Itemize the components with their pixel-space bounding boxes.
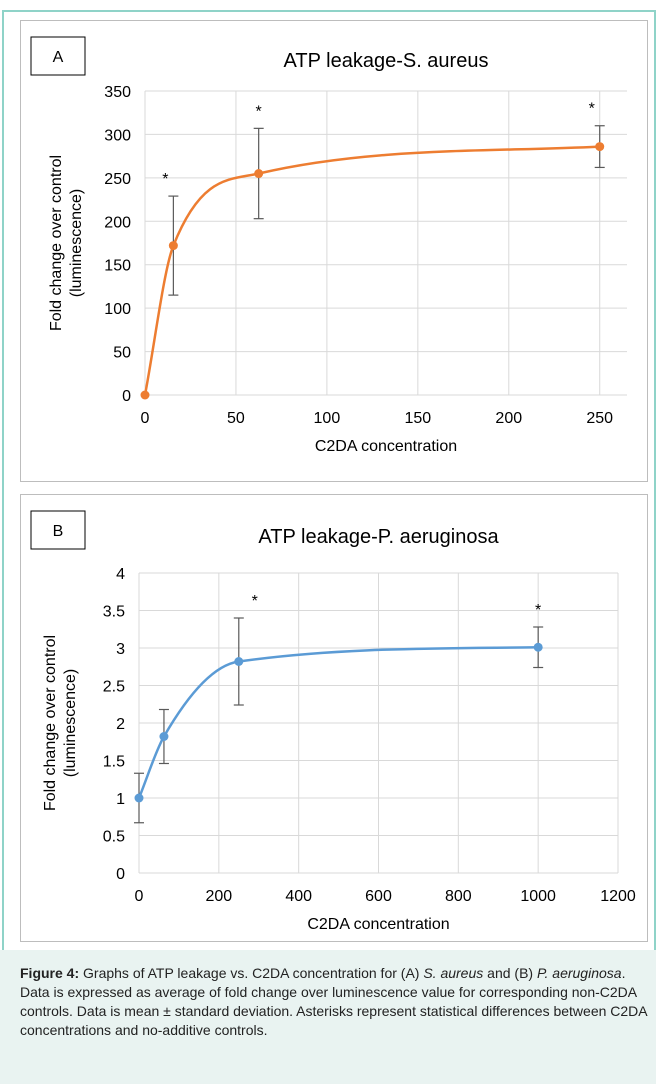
caption-text-1: Graphs of ATP leakage vs. C2DA concentra… (79, 965, 424, 981)
y-axis-label-b: Fold change over control (42, 635, 59, 811)
y-tick-label-b-1: 0.5 (103, 829, 125, 846)
x-tick-label-b-3: 600 (365, 888, 392, 905)
y-tick-label-b-7: 3.5 (103, 604, 125, 621)
y-tick-label-a-5: 250 (104, 171, 131, 188)
y-axis-label-a: Fold change over control (48, 155, 65, 331)
x-tick-label-b-2: 400 (285, 888, 312, 905)
y-tick-label-a-1: 50 (113, 345, 131, 362)
y-tick-label-b-2: 1 (116, 791, 125, 808)
significance-marker-b-3: * (535, 602, 541, 619)
data-point-b-2 (234, 657, 244, 666)
x-tick-label-a-1: 50 (227, 410, 245, 427)
figure-caption: Figure 4: Graphs of ATP leakage vs. C2DA… (20, 964, 648, 1040)
x-tick-label-a-5: 250 (586, 410, 613, 427)
x-tick-label-b-4: 800 (445, 888, 472, 905)
series-line-a-0 (143, 145, 600, 396)
data-point-b-1 (159, 732, 169, 741)
caption-italic-2: P. aeruginosa (536, 965, 622, 981)
x-tick-label-a-2: 100 (314, 410, 341, 427)
data-point-b-0 (134, 793, 144, 803)
caption-background (0, 950, 656, 1084)
chart-a-svg: A ATP leakage-S. aureus 0 50 100 150 200 250 300… (30, 36, 627, 455)
x-axis-label-b: C2DA concentration (307, 916, 449, 933)
x-tick-label-b-1: 200 (205, 888, 232, 905)
data-point-a-3 (595, 142, 605, 152)
y-tick-label-a-6: 300 (104, 127, 131, 144)
panel-label-b: B (53, 523, 64, 540)
y-tick-label-b-5: 2.5 (103, 679, 125, 696)
x-tick-label-b-6: 1200 (600, 888, 636, 905)
chart-title-b: ATP leakage-P. aeruginosa (258, 526, 499, 548)
x-tick-label-b-5: 1000 (520, 888, 556, 905)
x-tick-label-a-0: 0 (141, 410, 150, 427)
y-tick-label-a-3: 150 (104, 258, 131, 275)
x-tick-label-a-3: 150 (404, 410, 431, 427)
chart-panel-b: B ATP leakage-P. aeruginosa 0 0.5 1 1.5 2 2.5 3 3… (20, 494, 648, 942)
panel-label-box-b (30, 510, 86, 550)
y-tick-label-b-6: 3 (116, 641, 125, 658)
caption-label: Figure 4: (20, 965, 80, 981)
x-axis-label-a: C2DA concentration (315, 438, 457, 455)
series-line-b-0 (137, 646, 539, 799)
y-axis-sublabel-b: (luminescence) (62, 669, 79, 777)
panel-label-box-a (30, 36, 86, 76)
chart-title-a: ATP leakage-S. aureus (284, 50, 489, 72)
y-tick-label-a-2: 100 (104, 301, 131, 318)
y-tick-label-a-0: 0 (122, 388, 131, 405)
y-tick-label-b-8: 4 (116, 566, 125, 583)
x-tick-label-a-4: 200 (495, 410, 522, 427)
data-point-a-2 (254, 169, 264, 179)
y-tick-label-b-0: 0 (116, 866, 125, 883)
caption-text-2: and (B) (483, 965, 537, 981)
y-tick-label-b-4: 2 (116, 716, 125, 733)
y-tick-label-a-4: 200 (104, 214, 131, 231)
data-point-b-3 (533, 642, 543, 652)
caption-text-3: . Data is expressed as average of fold c… (20, 965, 647, 1038)
x-tick-label-b-0: 0 (135, 888, 144, 905)
chart-panel-a: A ATP leakage-S. aureus 0 50 100 150 200 250 300… (20, 20, 648, 482)
significance-marker-a-1: * (162, 171, 168, 188)
significance-marker-a-2: * (256, 103, 262, 120)
y-tick-label-a-7: 350 (104, 84, 131, 101)
chart-b-svg: B ATP leakage-P. aeruginosa 0 0.5 1 1.5 2 2.5 3 3… (30, 510, 636, 933)
data-point-a-1 (168, 241, 178, 251)
y-axis-sublabel-a: (luminescence) (68, 189, 85, 297)
significance-marker-b-2: * (252, 593, 258, 610)
caption-italic-1: S. aureus (423, 965, 484, 981)
panel-label-a: A (53, 49, 64, 66)
significance-marker-a-3: * (589, 101, 595, 118)
data-point-a-0 (140, 390, 150, 400)
y-tick-label-b-3: 1.5 (103, 754, 125, 771)
